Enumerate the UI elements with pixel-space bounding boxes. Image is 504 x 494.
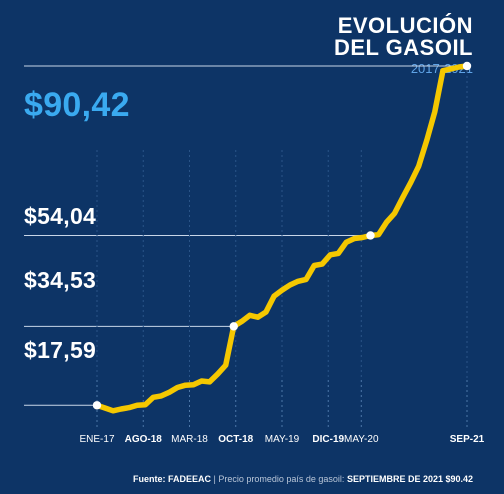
price-line-group xyxy=(94,63,470,414)
footer-middle-text: | Precio promedio país de gasoil: xyxy=(211,474,347,484)
x-tick-label-0: ENE-17 xyxy=(79,434,114,445)
chart-title: EVOLUCIÓN DEL GASOIL xyxy=(334,15,473,59)
x-axis-tick-labels: ENE-17 AGO-18 MAR-18 OCT-18 MAY-19 DIC-19 MAY-… xyxy=(79,434,484,445)
vertical-gridlines xyxy=(96,65,468,428)
value-label-34: $34,53 xyxy=(24,267,97,293)
value-label-90: $90,42 xyxy=(24,86,130,124)
highlight-point-0 xyxy=(92,401,102,410)
footer-source: Fuente: FADEEAC | Precio promedio país d… xyxy=(133,474,473,484)
footer-highlight: SEPTIEMBRE DE 2021 $90.42 xyxy=(346,474,473,484)
x-tick-label-5: DIC-19 xyxy=(312,434,344,445)
x-tick-label-7: SEP-21 xyxy=(450,434,485,445)
x-tick-label-2: MAR-18 xyxy=(171,434,208,445)
highlight-point-3 xyxy=(462,61,472,71)
x-tick-label-4: MAY-19 xyxy=(265,434,300,445)
title-line-1: EVOLUCIÓN xyxy=(337,13,473,38)
footer-source-label: Fuente: FADEEAC xyxy=(133,474,212,484)
price-line xyxy=(94,63,470,414)
reference-lines xyxy=(24,65,468,406)
value-label-17: $17,59 xyxy=(24,337,97,363)
x-tick-label-6: MAY-20 xyxy=(344,434,379,445)
highlight-points xyxy=(92,61,472,410)
x-tick-label-3: OCT-18 xyxy=(218,434,253,445)
value-label-54: $54,04 xyxy=(24,203,97,229)
title-line-2: DEL GASOIL xyxy=(333,35,473,60)
x-tick-label-1: AGO-18 xyxy=(125,434,163,445)
highlight-point-1 xyxy=(229,322,238,331)
highlight-point-2 xyxy=(366,231,375,240)
